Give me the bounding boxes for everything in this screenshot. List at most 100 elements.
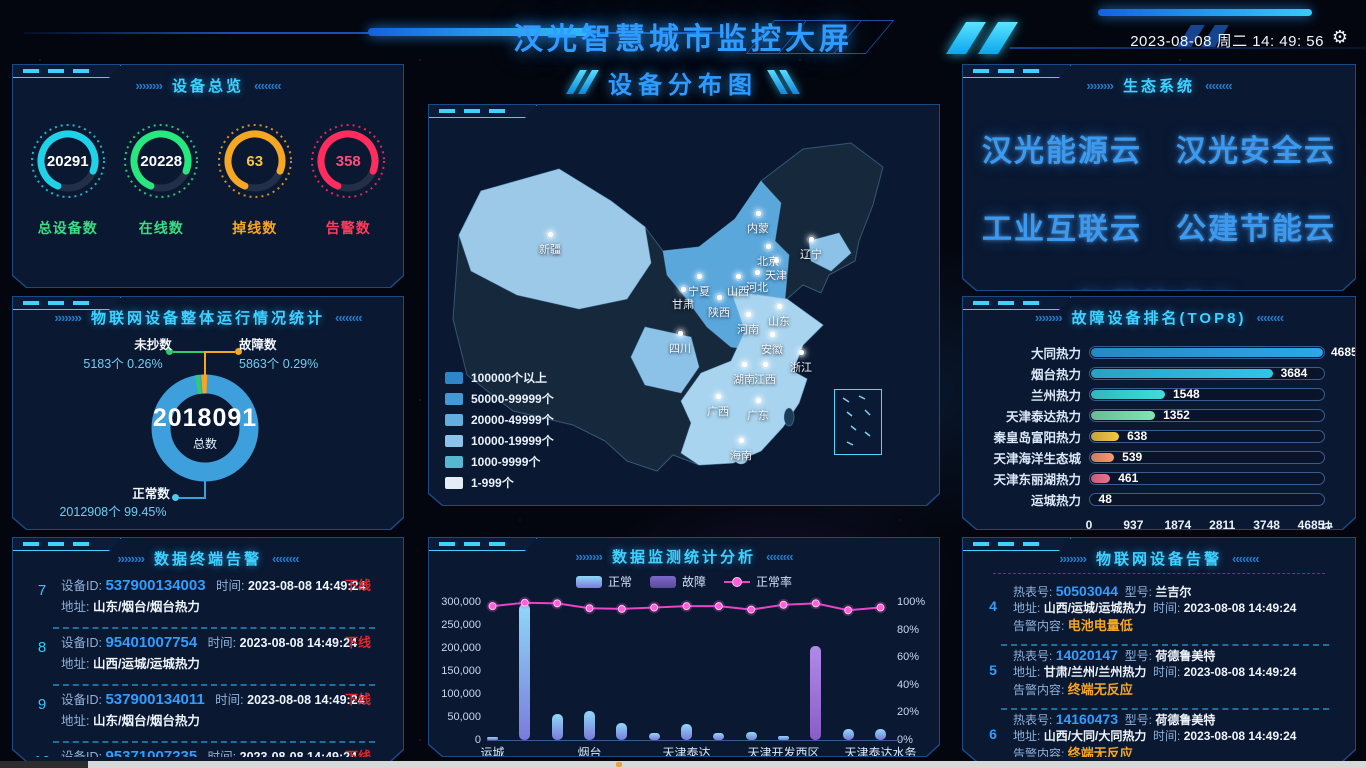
ecosystem-item: 汉光安全云	[1176, 135, 1336, 168]
province-marker-山东[interactable]: 山东	[768, 302, 790, 330]
panel-corner-tab	[963, 65, 1071, 78]
addr-value: 山西/大同/大同热力	[1043, 729, 1147, 743]
settings-gear-icon[interactable]: ⚙	[1331, 27, 1348, 47]
title-arrows-left: ››››››››	[1086, 78, 1113, 93]
y-tick-left: 250,000	[441, 619, 481, 631]
panel-title: 数据监测统计分析	[611, 549, 756, 566]
gauge-ring: 20228	[120, 120, 202, 202]
x-axis-line	[487, 740, 901, 741]
model-value: 荷德鲁美特	[1155, 713, 1216, 727]
gauge-label: 在线数	[138, 220, 184, 236]
province-label: 陕西	[708, 307, 730, 319]
province-marker-广东[interactable]: 广东	[747, 396, 769, 424]
ranking-value: 48	[1098, 492, 1112, 506]
datetime-display: 2023-08-08 周二 14: 49: 56	[1130, 33, 1324, 50]
marker-dot-icon	[753, 268, 762, 277]
province-label: 天津	[765, 270, 787, 282]
bar-normal	[746, 732, 757, 740]
addr-value: 山西/运城/运城热力	[1043, 601, 1147, 615]
ranking-track: 1352	[1089, 409, 1325, 422]
map-legend: 100000个以上 50000-99999个 20000-49999个 10000-1…	[445, 367, 554, 493]
panel-corner-tab	[13, 65, 121, 78]
province-marker-安徽[interactable]: 安徽	[761, 330, 783, 358]
ranking-track: 1548	[1089, 388, 1325, 401]
ranking-label: 天津海洋生态城	[993, 452, 1081, 466]
gauge-value: 358	[335, 152, 361, 170]
time-label: 时间:	[216, 579, 245, 593]
legend-item-fault[interactable]: 故障	[650, 573, 706, 590]
ranking-value: 4685	[1331, 345, 1358, 359]
row-line-1: 热表号: 14160473 型号: 荷德鲁美特	[1013, 711, 1345, 728]
map-legend-item[interactable]: 50000-99999个	[445, 388, 554, 409]
ranking-row: 烟台热力 3684	[963, 363, 1355, 384]
legend-item-normal[interactable]: 正常	[576, 573, 632, 590]
province-marker-山西[interactable]: 山西	[727, 272, 749, 300]
map-legend-item[interactable]: 1000-9999个	[445, 451, 554, 472]
y-tick-right: 40%	[897, 678, 920, 691]
map-legend-item[interactable]: 20000-49999个	[445, 409, 554, 430]
province-marker-浙江[interactable]: 浙江	[790, 348, 812, 376]
ranking-label: 天津泰达热力	[1005, 410, 1081, 424]
iot-alarm-list[interactable]: 4 热表号: 50503044 型号: 兰吉尔 地址: 山西/运城/运城热力 时间:…	[973, 582, 1345, 757]
x-tick-label: 天津开发西区	[747, 746, 820, 760]
time-label: 时间:	[207, 636, 237, 650]
province-marker-宁夏[interactable]: 宁夏	[688, 272, 710, 300]
gauge-value: 63	[246, 152, 264, 170]
title-arrows-right: ‹‹‹‹‹‹‹‹	[254, 78, 281, 93]
row-line-1: 设备ID: 537900134011 时间: 2023-08-08 14:49:…	[61, 689, 393, 708]
legend-item-rate[interactable]: 正常率	[724, 573, 792, 590]
gauge-value: 20291	[46, 152, 89, 170]
ranking-row: 大同热力 4685	[963, 342, 1355, 363]
bar-normal	[778, 736, 789, 740]
ranking-track-bg	[1089, 430, 1325, 443]
province-marker-河北[interactable]: 河北	[746, 268, 768, 296]
map-legend-item[interactable]: 1-999个	[445, 472, 554, 493]
callout-line	[204, 476, 206, 499]
province-marker-辽宁[interactable]: 辽宁	[800, 235, 822, 263]
ranking-row: 秦皇岛富阳热力 638	[963, 426, 1355, 447]
ranking-track: 48	[1089, 493, 1325, 506]
province-marker-内蒙[interactable]: 内蒙	[747, 209, 769, 237]
panel-corner-tab	[963, 297, 1071, 310]
iot-alarm-row: 4 热表号: 50503044 型号: 兰吉尔 地址: 山西/运城/运城热力 时间:…	[973, 582, 1345, 646]
addr-label: 地址:	[61, 657, 90, 671]
province-label: 内蒙	[747, 223, 769, 235]
province-label: 宁夏	[688, 286, 710, 298]
province-marker-广西[interactable]: 广西	[707, 392, 729, 420]
y-tick-left: 200,000	[441, 642, 481, 654]
terminal-alarm-list[interactable]: 7 设备ID: 537900134003 时间: 2023-08-08 14:49…	[23, 572, 393, 757]
os-taskbar-sliver[interactable]	[0, 761, 1366, 768]
panel-title: 设备总览	[171, 78, 244, 95]
meter-label: 热表号:	[1013, 713, 1053, 727]
model-label: 型号:	[1124, 649, 1152, 663]
axis-tick: 3748	[1253, 518, 1280, 532]
ranking-row: 运城热力 48	[963, 489, 1355, 510]
callout-line	[205, 351, 235, 353]
device-id-value: 537900134011	[105, 691, 205, 708]
row-divider	[1001, 644, 1329, 646]
province-marker-新疆[interactable]: 新疆	[539, 230, 561, 258]
map-legend-item[interactable]: 100000个以上	[445, 367, 554, 388]
title-arrows-left: ››››››››	[575, 549, 602, 564]
province-marker-湖南[interactable]: 湖南	[733, 360, 755, 388]
province-marker-甘肃[interactable]: 甘肃	[672, 285, 694, 313]
province-marker-陕西[interactable]: 陕西	[708, 293, 730, 321]
ecosystem-item: 工业互联云	[982, 213, 1142, 246]
gauge-label: 告警数	[325, 220, 371, 236]
ranking-value: 539	[1122, 450, 1143, 464]
device-id-label: 设备ID:	[61, 636, 102, 650]
province-marker-江西[interactable]: 江西	[754, 360, 776, 388]
y-tick-right: 20%	[897, 706, 920, 719]
province-marker-四川[interactable]: 四川	[669, 329, 691, 357]
gauge-ring: 63	[214, 120, 296, 202]
province-marker-天津[interactable]: 天津	[765, 256, 787, 284]
callout-dot-normal	[172, 494, 179, 501]
row-line-1: 热表号: 50503044 型号: 兰吉尔	[1013, 583, 1345, 600]
map-legend-item[interactable]: 10000-19999个	[445, 430, 554, 451]
province-label: 辽宁	[800, 249, 822, 261]
time-value: 2023-08-08 14:49:24	[239, 750, 358, 757]
province-marker-海南[interactable]: 海南	[730, 436, 752, 464]
title-arrows-left: ››››››››	[1034, 310, 1062, 325]
y-tick-left: 50,000	[447, 711, 481, 723]
province-marker-河南[interactable]: 河南	[737, 310, 759, 338]
